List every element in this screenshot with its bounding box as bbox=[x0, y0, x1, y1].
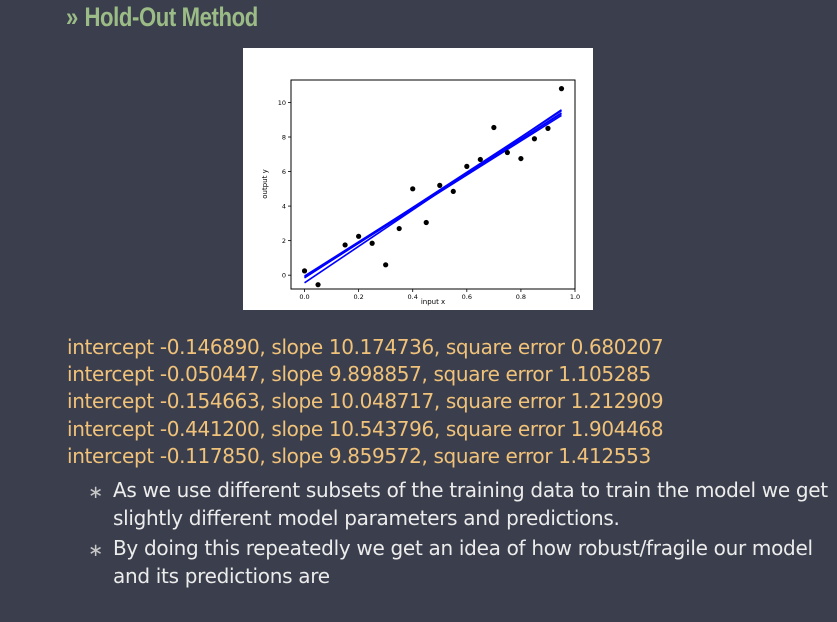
y-tick-label: 6 bbox=[282, 168, 286, 176]
y-tick-label: 2 bbox=[282, 237, 286, 245]
data-point bbox=[356, 233, 362, 239]
data-point bbox=[504, 149, 510, 156]
asterisk-bullet-icon: ∗ bbox=[88, 540, 103, 561]
data-point bbox=[423, 219, 429, 226]
data-point bbox=[531, 136, 538, 142]
bullet-list: ∗ As we use different subsets of the trai… bbox=[88, 477, 828, 593]
bullet-text: By doing this repeatedly we get an idea … bbox=[113, 536, 813, 588]
y-axis-ticks: 0 2 4 6 8 10 bbox=[278, 99, 291, 279]
data-point bbox=[558, 86, 565, 92]
data-point bbox=[518, 155, 524, 162]
regression-results: intercept -0.146890, slope 10.174736, sq… bbox=[67, 334, 664, 470]
x-axis-label: input x bbox=[421, 298, 445, 306]
fit-line bbox=[304, 114, 562, 278]
result-line: intercept -0.154663, slope 10.048717, sq… bbox=[67, 389, 664, 414]
x-axis-ticks: 0.0 0.2 0.4 0.6 0.8 1.0 bbox=[299, 289, 580, 301]
y-tick-label: 8 bbox=[282, 133, 286, 141]
bullet-text: As we use different subsets of the train… bbox=[113, 478, 828, 530]
data-point bbox=[464, 163, 470, 169]
plot-frame bbox=[290, 79, 576, 290]
asterisk-bullet-icon: ∗ bbox=[88, 482, 103, 503]
result-line: intercept -0.146890, slope 10.174736, sq… bbox=[67, 335, 664, 359]
data-point bbox=[491, 124, 497, 131]
bullet-item: ∗ As we use different subsets of the trai… bbox=[88, 477, 828, 532]
data-point bbox=[315, 282, 321, 288]
data-point bbox=[477, 156, 483, 163]
slide-title: » Hold-Out Method bbox=[66, 2, 258, 33]
result-line: intercept -0.441200, slope 10.543796, sq… bbox=[67, 416, 664, 441]
bullet-item: ∗ By doing this repeatedly we get an idea… bbox=[88, 535, 828, 590]
y-axis-label: output y bbox=[261, 169, 269, 198]
data-point bbox=[545, 125, 551, 131]
data-points bbox=[301, 86, 565, 288]
scatter-chart: 0.0 0.2 0.4 0.6 0.8 1.0 0 2 4 6 8 10 input x outpu… bbox=[261, 79, 580, 306]
x-tick-label: 0.4 bbox=[408, 293, 418, 301]
x-tick-label: 0.6 bbox=[462, 293, 472, 301]
data-point bbox=[450, 188, 456, 195]
result-line: intercept -0.050447, slope 9.898857, squ… bbox=[67, 362, 651, 387]
data-point bbox=[383, 262, 389, 268]
data-point bbox=[342, 242, 348, 248]
x-tick-label: 0.8 bbox=[516, 293, 526, 301]
data-point bbox=[301, 268, 308, 274]
title-marker: » bbox=[66, 2, 78, 32]
x-tick-label: 1.0 bbox=[570, 293, 580, 301]
result-line: intercept -0.117850, slope 9.859572, squ… bbox=[67, 443, 651, 468]
data-point bbox=[410, 186, 416, 192]
y-tick-label: 4 bbox=[282, 202, 286, 210]
y-tick-label: 0 bbox=[282, 271, 286, 279]
data-point bbox=[437, 182, 443, 188]
data-point bbox=[396, 225, 402, 232]
fit-lines bbox=[304, 109, 562, 284]
data-point bbox=[369, 240, 375, 246]
title-text: Hold-Out Method bbox=[84, 2, 258, 32]
x-tick-label: 0.0 bbox=[299, 293, 309, 301]
scatter-chart-figure: 0.0 0.2 0.4 0.6 0.8 1.0 0 2 4 6 8 10 input x outpu… bbox=[243, 48, 593, 310]
x-tick-label: 0.2 bbox=[353, 293, 363, 301]
y-tick-label: 10 bbox=[278, 99, 286, 107]
